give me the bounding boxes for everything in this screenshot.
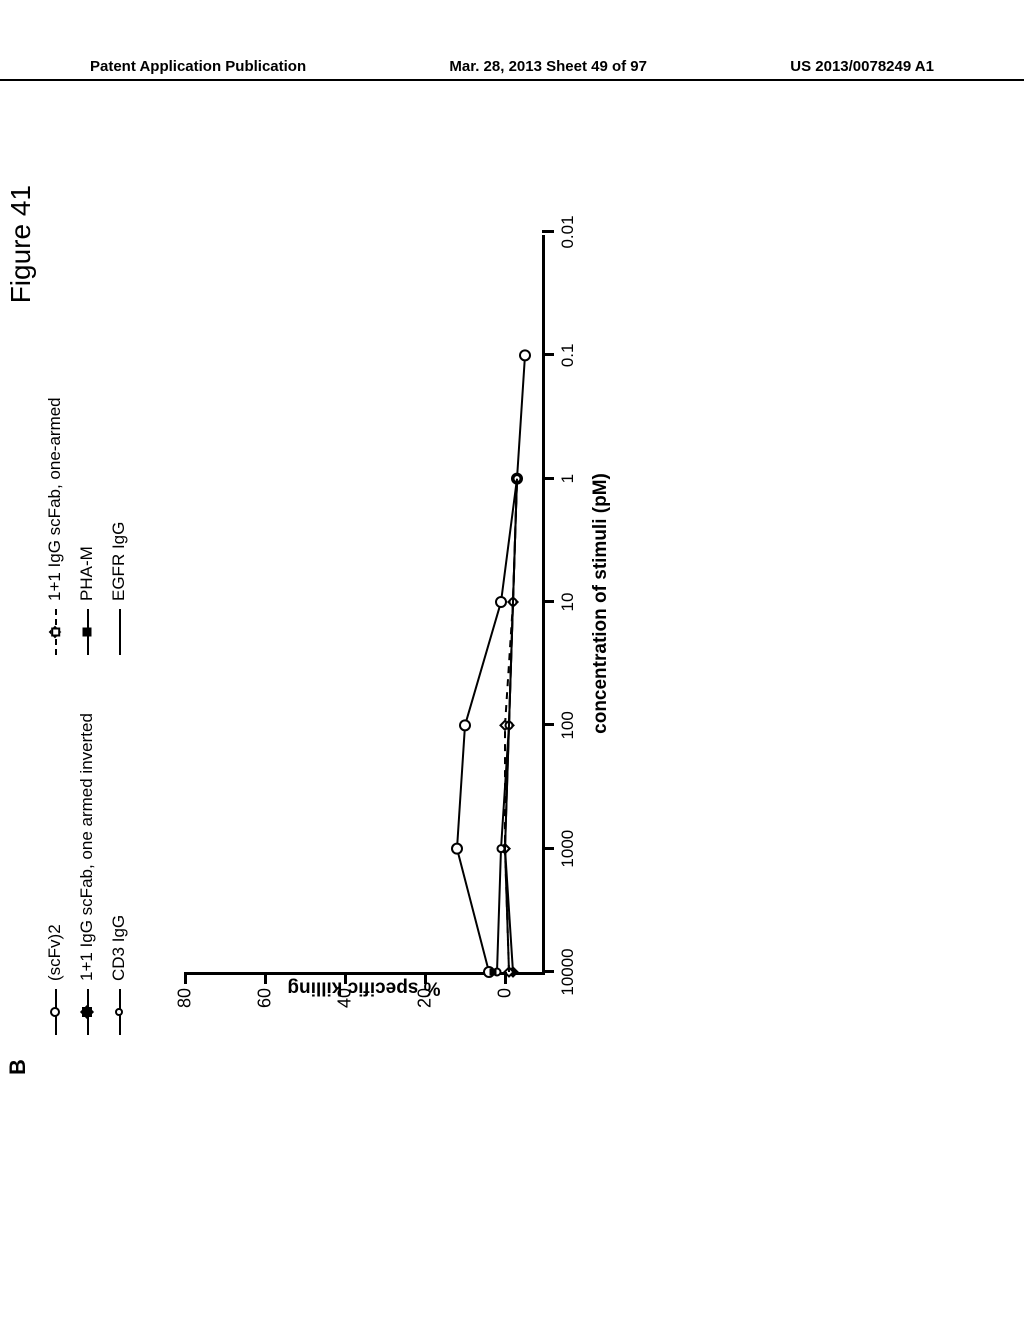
legend-swatch [47, 609, 63, 655]
x-tick-label: 1000 [558, 830, 578, 868]
data-marker [498, 845, 505, 852]
x-axis-label: concentration of stimuli (pM) [590, 473, 612, 734]
legend-label: EGFR IgG [109, 522, 129, 601]
legend-col-1: (scFv)2 1+1 IgG scFab, one armed inverted… [45, 655, 129, 1035]
y-tick [424, 972, 427, 984]
legend-col-2: 1+1 IgG scFab, one-armed PHA-M EGFR IgG [45, 275, 129, 655]
plot-svg [185, 235, 542, 972]
x-tick [542, 723, 554, 726]
x-tick [542, 600, 554, 603]
y-tick-label: 60 [255, 988, 276, 1022]
y-tick [184, 972, 187, 984]
x-tick [542, 970, 554, 973]
data-marker [496, 597, 506, 607]
header-center: Mar. 28, 2013 Sheet 49 of 97 [449, 58, 647, 75]
page-header: Patent Application Publication Mar. 28, … [0, 58, 1024, 81]
x-tick-label: 10000 [558, 948, 578, 995]
legend-swatch [79, 989, 95, 1035]
legend-item: (scFv)2 [45, 655, 65, 1035]
legend-swatch [111, 609, 127, 655]
y-tick-label: 20 [415, 988, 436, 1022]
x-tick [542, 230, 554, 233]
y-tick [504, 972, 507, 984]
data-marker [490, 969, 497, 976]
legend-item: 1+1 IgG scFab, one armed inverted [77, 655, 97, 1035]
x-tick-label: 1 [558, 474, 578, 483]
legend-item: PHA-M [77, 275, 97, 655]
legend-swatch [47, 989, 63, 1035]
legend-swatch [111, 989, 127, 1035]
panel-label: B [5, 1059, 31, 1075]
chart-area: % specific killing concentration of stim… [185, 235, 545, 975]
legend-label: 1+1 IgG scFab, one-armed [45, 397, 65, 601]
legend-label: 1+1 IgG scFab, one armed inverted [77, 713, 97, 981]
legend-item: EGFR IgG [109, 275, 129, 655]
figure-title: Figure 41 [5, 185, 37, 303]
x-tick [542, 353, 554, 356]
legend-label: (scFv)2 [45, 924, 65, 981]
legend-label: PHA-M [77, 546, 97, 601]
chart-legend: (scFv)2 1+1 IgG scFab, one armed inverted… [45, 275, 129, 1035]
header-left: Patent Application Publication [90, 58, 306, 75]
data-marker [520, 350, 530, 360]
x-tick-label: 0.1 [558, 344, 578, 368]
y-tick-label: 0 [495, 988, 516, 1022]
data-marker [452, 844, 462, 854]
legend-item: CD3 IgG [109, 655, 129, 1035]
series-line [457, 355, 525, 972]
x-tick-label: 100 [558, 711, 578, 739]
x-tick [542, 477, 554, 480]
legend-item: 1+1 IgG scFab, one-armed [45, 275, 65, 655]
y-tick-label: 40 [335, 988, 356, 1022]
x-tick-label: 0.01 [558, 215, 578, 248]
y-tick-label: 80 [175, 988, 196, 1022]
y-tick [264, 972, 267, 984]
x-tick-label: 10 [558, 593, 578, 612]
figure-41: B Figure 41 (scFv)21+1 IgG scFab, one ar… [15, 305, 1015, 1075]
x-tick [542, 847, 554, 850]
header-right: US 2013/0078249 A1 [790, 58, 934, 75]
legend-swatch [79, 609, 95, 655]
data-marker [460, 720, 470, 730]
y-tick [344, 972, 347, 984]
legend-label: CD3 IgG [109, 915, 129, 981]
